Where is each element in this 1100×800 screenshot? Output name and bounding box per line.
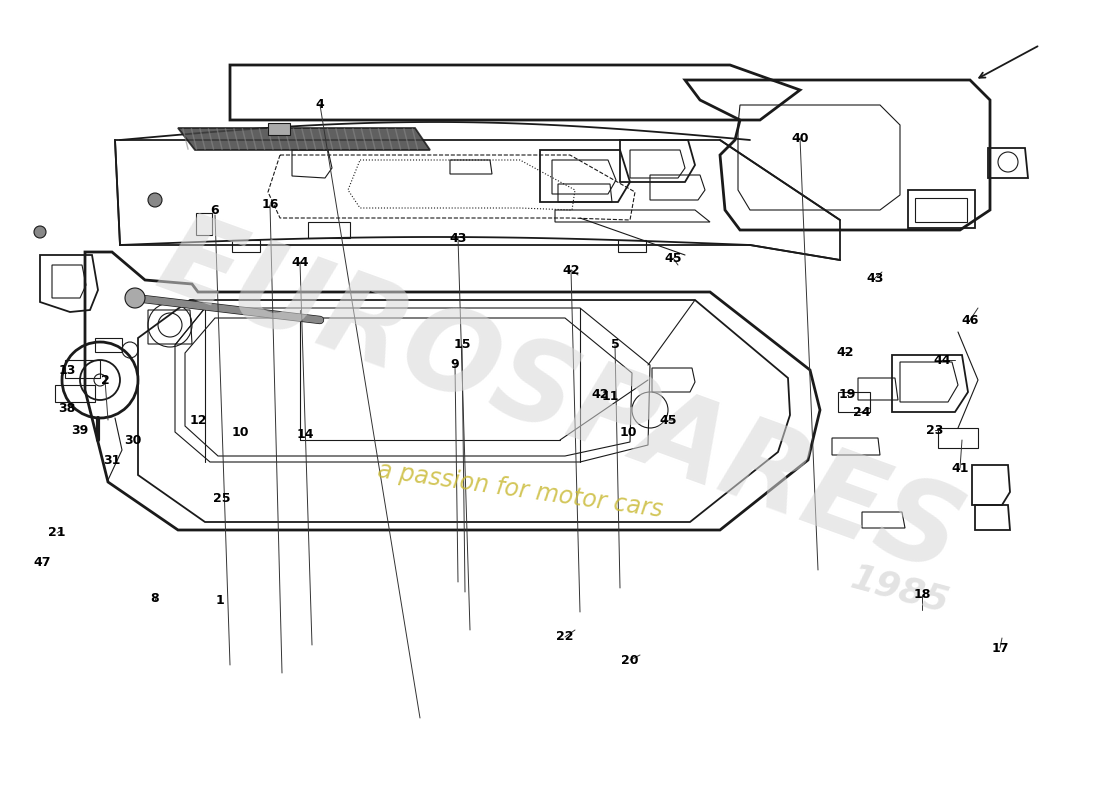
Text: 17: 17 bbox=[991, 642, 1009, 654]
Text: 42: 42 bbox=[562, 263, 580, 277]
Text: a passion for motor cars: a passion for motor cars bbox=[376, 458, 664, 522]
Text: 42: 42 bbox=[836, 346, 854, 358]
Text: 11: 11 bbox=[602, 390, 618, 403]
Circle shape bbox=[34, 226, 46, 238]
Text: 2: 2 bbox=[100, 374, 109, 386]
Text: 41: 41 bbox=[952, 462, 969, 474]
Text: 1: 1 bbox=[216, 594, 224, 606]
Polygon shape bbox=[268, 123, 290, 135]
Text: 9: 9 bbox=[451, 358, 460, 371]
Bar bbox=[915, 198, 967, 222]
Text: 47: 47 bbox=[33, 557, 51, 570]
Text: 44: 44 bbox=[292, 255, 309, 269]
Text: 18: 18 bbox=[913, 589, 931, 602]
Polygon shape bbox=[178, 128, 430, 150]
Text: 23: 23 bbox=[926, 423, 944, 437]
Text: 25: 25 bbox=[213, 491, 231, 505]
Text: 31: 31 bbox=[103, 454, 121, 466]
Text: 4: 4 bbox=[316, 98, 324, 111]
Text: 10: 10 bbox=[619, 426, 637, 438]
Text: 45: 45 bbox=[664, 251, 682, 265]
Bar bbox=[232, 240, 260, 252]
Text: 42: 42 bbox=[592, 389, 608, 402]
Text: 43: 43 bbox=[449, 231, 466, 245]
Bar bbox=[308, 222, 350, 238]
Text: 19: 19 bbox=[838, 389, 856, 402]
Text: 12: 12 bbox=[189, 414, 207, 426]
Text: 24: 24 bbox=[854, 406, 871, 418]
Text: 22: 22 bbox=[557, 630, 574, 643]
Text: 44: 44 bbox=[933, 354, 950, 366]
Text: 30: 30 bbox=[124, 434, 142, 446]
Text: 13: 13 bbox=[58, 363, 76, 377]
Text: EUROSPARES: EUROSPARES bbox=[144, 203, 976, 597]
Text: 15: 15 bbox=[453, 338, 471, 351]
Text: 1985: 1985 bbox=[847, 561, 953, 619]
Circle shape bbox=[125, 288, 145, 308]
Text: 16: 16 bbox=[262, 198, 278, 211]
Text: 38: 38 bbox=[58, 402, 76, 414]
Text: 39: 39 bbox=[72, 423, 89, 437]
Text: 14: 14 bbox=[296, 429, 314, 442]
Bar bbox=[618, 240, 646, 252]
Text: 6: 6 bbox=[211, 203, 219, 217]
Text: 8: 8 bbox=[151, 591, 160, 605]
Text: 10: 10 bbox=[231, 426, 249, 438]
Text: 21: 21 bbox=[48, 526, 66, 539]
Text: 20: 20 bbox=[621, 654, 639, 666]
Text: 46: 46 bbox=[961, 314, 979, 326]
Text: 40: 40 bbox=[791, 131, 808, 145]
Bar bbox=[196, 213, 212, 235]
Circle shape bbox=[148, 193, 162, 207]
Text: 5: 5 bbox=[610, 338, 619, 351]
Text: 43: 43 bbox=[867, 271, 883, 285]
Text: 45: 45 bbox=[659, 414, 676, 426]
